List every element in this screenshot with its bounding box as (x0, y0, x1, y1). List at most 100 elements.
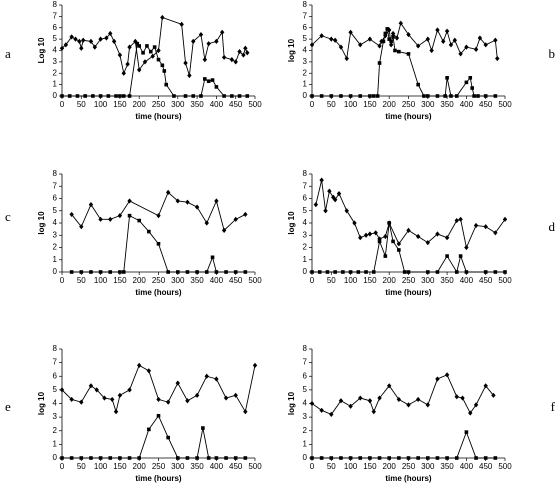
diamond-marker (79, 399, 84, 405)
square-marker (319, 456, 324, 460)
square-marker (183, 94, 188, 98)
square-marker (176, 456, 180, 460)
diamond-marker (332, 197, 338, 203)
y-tick-label: 1 (53, 80, 58, 89)
square-marker (176, 270, 180, 274)
y-tick-label: 8 (53, 344, 58, 353)
y-tick-label: 6 (303, 23, 308, 32)
y-tick-label: 3 (53, 230, 58, 239)
diamond-marker (454, 394, 459, 400)
diamond-marker (150, 53, 155, 59)
square-marker (206, 456, 211, 460)
data-line (61, 364, 256, 414)
diamond-marker (398, 20, 403, 26)
square-marker (371, 270, 376, 274)
x-tick-label: 400 (210, 276, 224, 285)
diamond-marker (309, 400, 315, 407)
y-tick-label: 5 (53, 385, 58, 394)
x-tick-label: 500 (498, 276, 512, 285)
y-tick-label: 2 (53, 243, 58, 252)
diamond-marker (187, 72, 192, 79)
diamond-marker (435, 376, 440, 382)
data-line (62, 414, 246, 459)
x-tick-label: 150 (113, 276, 127, 285)
diamond-marker (221, 227, 227, 233)
diamond-marker (344, 55, 349, 62)
panel: b 0 1 2 3 4 5 6 7 8 0 50 100 150 200 250 300 350 400 450 500… (287, 0, 555, 121)
diamond-marker (206, 41, 211, 47)
diamond-marker (221, 54, 227, 60)
x-tick-label: 100 (94, 276, 108, 285)
diamond-marker (233, 59, 238, 65)
panel-label: b (549, 46, 556, 61)
diamond-marker (117, 213, 123, 219)
x-tick-label: 100 (94, 462, 108, 471)
x-tick-label: 100 (344, 462, 358, 471)
x-tick-label: 350 (190, 276, 204, 285)
diamond-marker (223, 395, 229, 401)
square-marker (325, 270, 330, 274)
y-tick-label: 6 (303, 371, 308, 380)
x-tick-label: 450 (229, 100, 243, 109)
diamond-marker (88, 383, 94, 389)
data-line (312, 430, 496, 459)
square-marker (230, 94, 234, 98)
square-marker (445, 456, 449, 460)
diamond-marker (233, 392, 238, 398)
diamond-marker (415, 233, 421, 240)
x-tick-label: 500 (498, 462, 512, 471)
panel: e 0 1 2 3 4 5 6 7 8 0 50 100 150 200 250 300 350 400 450 500… (5, 344, 262, 483)
diamond-marker (444, 235, 450, 241)
y-axis-title: log 10 (37, 211, 46, 235)
square-marker (493, 270, 498, 274)
x-tick-label: 450 (479, 100, 493, 109)
diamond-marker (194, 204, 200, 210)
square-marker (185, 456, 190, 460)
x-tick-label: 300 (421, 100, 435, 109)
diamond-marker (137, 362, 142, 368)
diamond-marker (121, 70, 126, 76)
y-tick-label: 0 (53, 453, 58, 462)
square-marker (162, 69, 167, 73)
y-tick-label: 2 (53, 68, 58, 77)
x-tick-label: 50 (77, 100, 86, 109)
square-marker (397, 456, 401, 460)
diamond-marker (319, 33, 324, 39)
panel-label: e (5, 399, 11, 414)
square-marker (383, 254, 388, 258)
square-marker (391, 35, 395, 39)
diamond-marker (338, 398, 344, 404)
panel-label: a (5, 46, 11, 61)
panel: d 0 1 2 3 4 5 6 7 8 0 50 100 150 200 250 300 350 400 450 500… (287, 169, 555, 297)
square-marker (121, 94, 126, 98)
diamond-marker (175, 380, 180, 386)
square-marker (483, 456, 488, 460)
square-marker (127, 213, 132, 218)
diamond-marker (92, 44, 98, 50)
diamond-marker (165, 399, 171, 405)
diamond-marker (109, 396, 115, 403)
y-tick-label: 2 (303, 426, 308, 435)
diamond-marker (377, 43, 382, 49)
square-marker (503, 270, 507, 274)
square-marker (426, 94, 430, 98)
y-axis-title: Log 10 (37, 37, 46, 63)
square-marker (339, 456, 343, 460)
x-tick-label: 300 (421, 276, 435, 285)
x-tick-label: 350 (190, 462, 204, 471)
x-tick-label: 100 (94, 100, 108, 109)
diamond-marker (156, 213, 161, 219)
diamond-marker (160, 14, 165, 21)
square-marker (319, 94, 324, 98)
y-tick-label: 4 (53, 218, 58, 227)
square-marker (389, 39, 393, 44)
square-marker (406, 52, 411, 56)
square-marker (137, 44, 141, 48)
diamond-marker (243, 211, 248, 218)
diamond-marker (98, 36, 103, 42)
square-marker (476, 94, 480, 98)
x-tick-label: 100 (344, 100, 358, 109)
diamond-marker (502, 216, 508, 222)
diamond-marker (191, 38, 196, 44)
diamond-marker (371, 409, 376, 415)
